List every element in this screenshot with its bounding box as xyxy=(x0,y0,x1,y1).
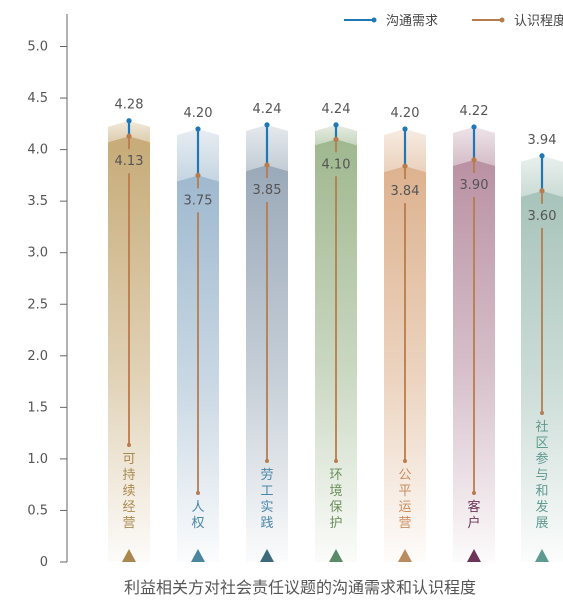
awareness-point xyxy=(264,162,270,168)
demand-value-label: 3.94 xyxy=(528,133,557,148)
demand-point xyxy=(402,126,408,132)
category-marker xyxy=(122,549,136,562)
category-group: 4.24 4.10 环境保护 xyxy=(315,102,357,563)
category-group: 4.28 4.13 可持续经营 xyxy=(108,98,150,562)
demand-value-label: 4.20 xyxy=(391,106,420,121)
y-tick-label: 4.0 xyxy=(27,143,48,158)
y-tick-label: 2.0 xyxy=(27,349,48,364)
demand-point xyxy=(195,126,201,132)
stem-end-dot xyxy=(265,459,269,463)
y-axis: 0 0.5 1.0 1.5 2.0 2.5 3.0 3.5 4.0 4.5 5.0 xyxy=(27,14,68,570)
awareness-point xyxy=(195,172,201,178)
awareness-point xyxy=(539,188,545,194)
legend-marker xyxy=(499,17,505,23)
y-tick-label: 5.0 xyxy=(27,40,48,55)
category-label: 客户 xyxy=(467,499,480,531)
category-label: 可持续经营 xyxy=(122,452,135,531)
y-tick-label: 0 xyxy=(40,555,48,570)
stem-end-dot xyxy=(403,459,407,463)
awareness-point xyxy=(402,163,408,169)
category-label: 公平运营 xyxy=(398,468,411,531)
category-marker xyxy=(329,549,343,562)
legend-item: 认识程度 xyxy=(472,13,563,29)
demand-value-label: 4.24 xyxy=(253,102,282,117)
awareness-point xyxy=(126,133,132,139)
demand-point xyxy=(471,124,477,130)
stem-end-dot xyxy=(540,411,544,415)
legend-marker xyxy=(371,17,377,23)
awareness-value-label: 4.10 xyxy=(322,157,351,172)
category-group: 3.94 3.60 社区参与和发展 xyxy=(521,133,563,562)
category-group: 4.20 3.84 公平运营 xyxy=(384,106,426,562)
demand-point xyxy=(333,122,339,128)
demand-value-label: 4.20 xyxy=(184,106,213,121)
demand-value-label: 4.22 xyxy=(460,104,489,119)
demand-point xyxy=(264,122,270,128)
legend-item: 沟通需求 xyxy=(344,14,438,29)
y-tick-label: 1.5 xyxy=(27,400,48,415)
awareness-value-label: 3.84 xyxy=(391,184,420,199)
legend: 沟通需求 认识程度 xyxy=(344,13,563,29)
category-label: 环境保护 xyxy=(329,468,342,531)
demand-value-label: 4.24 xyxy=(322,102,351,117)
category-marker xyxy=(535,549,549,562)
legend-label: 沟通需求 xyxy=(386,14,438,29)
y-tick-label: 3.5 xyxy=(27,194,48,209)
awareness-value-label: 3.60 xyxy=(528,209,557,224)
y-tick-label: 3.0 xyxy=(27,246,48,261)
category-group: 4.24 3.85 劳工实践 xyxy=(246,102,288,562)
awareness-value-label: 3.75 xyxy=(184,193,213,208)
demand-point xyxy=(126,118,132,124)
stem-end-dot xyxy=(472,491,476,495)
category-marker xyxy=(260,549,274,562)
awareness-value-label: 3.90 xyxy=(460,178,489,193)
stem-end-dot xyxy=(196,491,200,495)
category-marker xyxy=(467,549,481,562)
awareness-value-label: 3.85 xyxy=(253,183,282,198)
demand-value-label: 4.28 xyxy=(115,98,144,113)
stem-end-dot xyxy=(334,459,338,463)
category-label: 劳工实践 xyxy=(260,467,273,531)
category-marker xyxy=(191,549,205,562)
legend-label: 认识程度 xyxy=(514,13,563,29)
bars: 4.284.13可持续经营4.203.75人权4.243.85劳工实践4.244… xyxy=(108,98,563,563)
y-tick-label: 4.5 xyxy=(27,91,48,106)
category-label: 人权 xyxy=(191,500,204,531)
demand-point xyxy=(539,153,545,159)
category-label: 社区参与和发展 xyxy=(535,419,548,531)
stem-end-dot xyxy=(127,443,131,447)
y-tick-label: 1.0 xyxy=(27,452,48,467)
category-marker xyxy=(398,549,412,562)
awareness-point xyxy=(333,136,339,142)
y-tick-label: 0.5 xyxy=(27,503,48,518)
awareness-value-label: 4.13 xyxy=(115,154,144,169)
category-group: 4.22 3.90 客户 xyxy=(453,104,495,562)
chart-title: 利益相关方对社会责任议题的沟通需求和认识程度 xyxy=(124,578,476,597)
awareness-point xyxy=(471,157,477,163)
category-group: 4.20 3.75 人权 xyxy=(177,106,219,562)
y-tick-label: 2.5 xyxy=(27,297,48,312)
